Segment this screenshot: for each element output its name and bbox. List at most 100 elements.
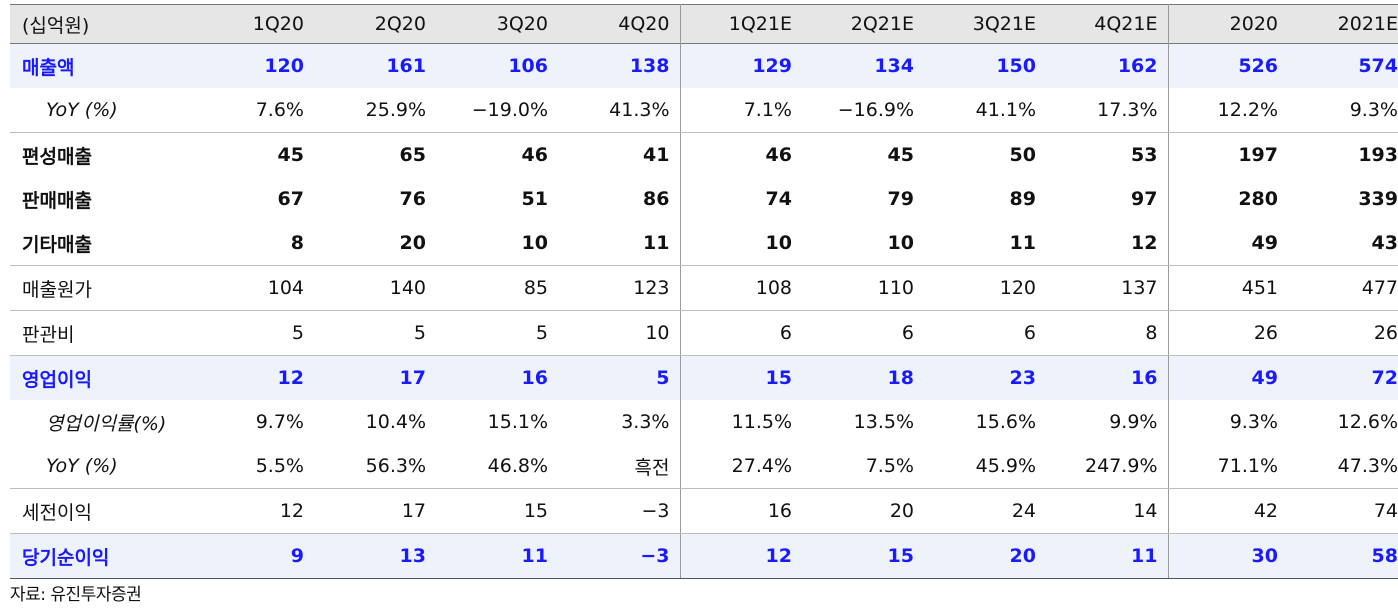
table-cell: 10 xyxy=(436,221,558,266)
table-cell: 76 xyxy=(399,188,426,210)
table-header-row: (십억원) 1Q20 2Q20 3Q20 4Q20 1Q21E 2Q21E 3Q… xyxy=(10,4,1398,44)
table-cell: 5.5% xyxy=(192,444,314,489)
source-note: 자료: 유진투자증권 xyxy=(10,585,142,605)
table-row-other-sales: 기타매출 8 20 10 11 10 10 11 12 49 43 xyxy=(10,221,1398,266)
table-cell: 41.3% xyxy=(558,88,680,133)
table-cell: 9.3% xyxy=(1288,88,1398,133)
table-cell: 13 xyxy=(314,533,436,579)
table-cell: 7.5% xyxy=(802,444,924,489)
table-cell: 9.9% xyxy=(1109,411,1158,433)
table-cell: 흑전 xyxy=(558,444,680,489)
header-cell: 3Q21E xyxy=(972,13,1036,35)
table-cell: 12.2% xyxy=(1167,88,1288,133)
table-cell: 71.1% xyxy=(1167,444,1288,489)
table-cell: 162 xyxy=(1117,55,1158,77)
table-cell: 27.4% xyxy=(679,444,802,489)
row-label: YoY (%) xyxy=(10,444,192,489)
table-cell: 12 xyxy=(679,533,802,579)
table-cell: 30 xyxy=(1167,533,1288,579)
table-cell: 24 xyxy=(924,488,1046,534)
table-cell: 8 xyxy=(192,221,314,266)
table-cell: 46 xyxy=(679,132,802,177)
table-cell: 41.1% xyxy=(924,88,1046,133)
table-cell: 11 xyxy=(436,533,558,579)
table-cell: 45 xyxy=(277,144,304,166)
header-unit: (십억원) xyxy=(22,14,90,37)
table-cell: 6 xyxy=(924,310,1046,356)
table-cell: 161 xyxy=(386,55,426,77)
table-row-cost-of-sales: 매출원가 104 140 85 123 108 110 120 137 451 … xyxy=(10,265,1398,311)
header-cell: 4Q21E xyxy=(1094,13,1158,35)
table-cell: 56.3% xyxy=(314,444,436,489)
header-cell: 2Q20 xyxy=(374,13,426,35)
header-cell: 1Q21E xyxy=(679,4,802,44)
table-cell: 137 xyxy=(1046,265,1168,311)
table-cell: 10.4% xyxy=(365,411,426,433)
table-cell: 46 xyxy=(521,144,548,166)
table-cell: 20 xyxy=(924,533,1046,579)
table-cell: 11 xyxy=(1046,533,1168,579)
table-cell: 120 xyxy=(924,265,1046,311)
table-cell: 89 xyxy=(1009,188,1036,210)
row-label: 당기순이익 xyxy=(10,533,192,579)
table-cell: 10 xyxy=(558,310,680,356)
table-cell: 7.1% xyxy=(679,88,802,133)
table-cell: 3.3% xyxy=(621,411,670,433)
table-cell: 47.3% xyxy=(1288,444,1398,489)
table-cell: 13.5% xyxy=(853,411,914,433)
table-cell: 72 xyxy=(1371,367,1398,389)
table-cell: 53 xyxy=(1131,144,1158,166)
table-cell: 129 xyxy=(679,43,802,88)
table-cell: 5 xyxy=(314,310,436,356)
table-cell: 17 xyxy=(399,367,426,389)
table-cell: 20 xyxy=(802,488,924,534)
table-row-operating-margin: 영업이익률(%) 9.7% 10.4% 15.1% 3.3% 11.5% 13.… xyxy=(10,400,1398,444)
row-label: 기타매출 xyxy=(10,221,192,266)
table-cell: 42 xyxy=(1167,488,1288,534)
row-label: 영업이익 xyxy=(22,368,92,391)
table-cell: 10 xyxy=(802,221,924,266)
table-cell: 150 xyxy=(996,55,1036,77)
header-cell: 2020 xyxy=(1167,4,1288,44)
table-cell: 16 xyxy=(1131,367,1158,389)
table-cell: 46.8% xyxy=(436,444,558,489)
table-cell: 526 xyxy=(1167,43,1288,88)
row-label: 편성매출 xyxy=(22,145,92,168)
table-cell: 106 xyxy=(508,55,548,77)
table-cell: 134 xyxy=(874,55,914,77)
table-cell: 15 xyxy=(436,488,558,534)
table-cell: 15.1% xyxy=(487,411,548,433)
table-cell: 49 xyxy=(1167,221,1288,266)
table-row-pretax-income: 세전이익 12 17 15 −3 16 20 24 14 42 74 xyxy=(10,488,1398,534)
table-cell: 5 xyxy=(436,310,558,356)
table-cell: 74 xyxy=(1288,488,1398,534)
table-cell: 43 xyxy=(1288,221,1398,266)
table-cell: 16 xyxy=(521,367,548,389)
table-cell: 6 xyxy=(679,310,802,356)
table-row-revenue: 매출액 120 161 106 138 129 134 150 162 526 … xyxy=(10,43,1398,88)
row-label: 세전이익 xyxy=(10,488,192,534)
table-cell: 86 xyxy=(643,188,670,210)
table-cell: 6 xyxy=(802,310,924,356)
table-cell: 17 xyxy=(314,488,436,534)
table-cell: 123 xyxy=(558,265,680,311)
table-cell: 50 xyxy=(1009,144,1036,166)
table-cell: −19.0% xyxy=(436,88,558,133)
table-cell: 120 xyxy=(264,55,304,77)
table-cell: 138 xyxy=(629,55,670,77)
table-cell: 41 xyxy=(643,144,670,166)
table-cell: 9.3% xyxy=(1167,400,1288,444)
table-cell: 8 xyxy=(1046,310,1168,356)
financial-table: (십억원) 1Q20 2Q20 3Q20 4Q20 1Q21E 2Q21E 3Q… xyxy=(10,4,1398,579)
row-label: 판관비 xyxy=(10,310,192,356)
table-cell: 12.6% xyxy=(1337,411,1398,433)
table-cell: 11.5% xyxy=(679,400,802,444)
table-row-sga: 판관비 5 5 5 10 6 6 6 8 26 26 xyxy=(10,310,1398,356)
table-cell: 85 xyxy=(436,265,558,311)
header-cell: 3Q20 xyxy=(496,13,548,35)
table-cell: 79 xyxy=(887,188,914,210)
header-cell: 2Q21E xyxy=(850,13,914,35)
table-cell: 16 xyxy=(679,488,802,534)
row-label: YoY (%) xyxy=(10,88,192,133)
